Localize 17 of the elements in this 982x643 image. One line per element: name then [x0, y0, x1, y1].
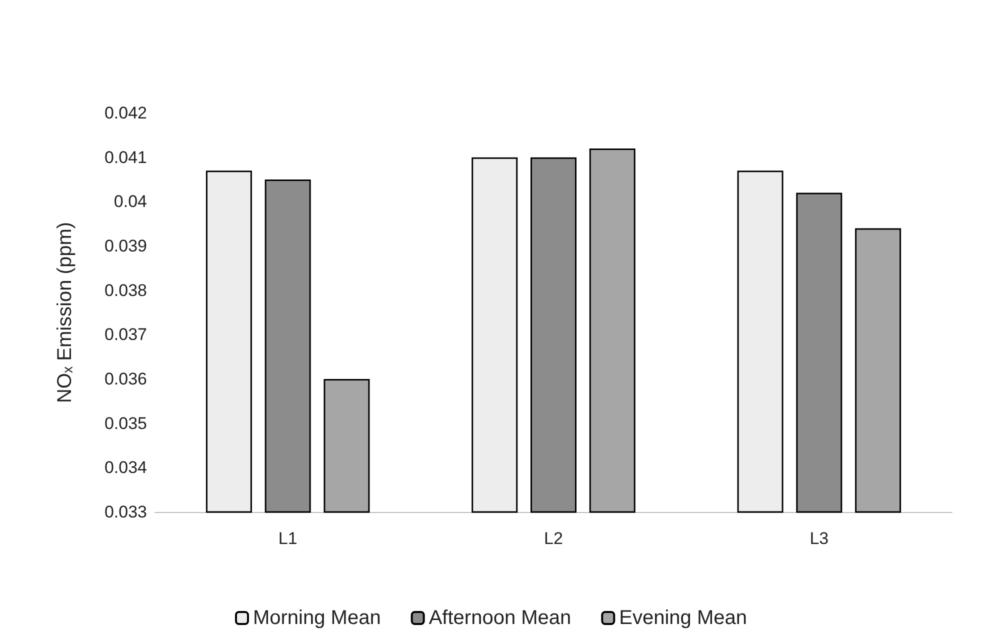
y-tick-label: 0.042 [104, 104, 147, 122]
legend-label: Evening Mean [619, 607, 748, 629]
y-axis-title: NOₓ Emission (ppm) [54, 222, 76, 404]
y-tick-label: 0.033 [104, 502, 147, 522]
x-tick-label: L2 [544, 529, 563, 548]
y-tick-label: 0.037 [104, 325, 147, 344]
legend-label: Morning Mean [252, 607, 381, 629]
y-tick-label: 0.038 [104, 280, 147, 300]
x-tick-label: L3 [810, 529, 829, 548]
y-tick-label: 0.04 [114, 192, 147, 212]
x-tick-label: L1 [278, 529, 298, 548]
y-tick-label: 0.034 [104, 458, 147, 478]
y-tick-label: 0.039 [104, 236, 147, 256]
y-tick-label: 0.041 [104, 148, 147, 167]
legend-label: Afternoon Mean [428, 607, 572, 629]
y-tick-label: 0.036 [104, 370, 147, 388]
y-tick-label: 0.035 [104, 414, 147, 433]
